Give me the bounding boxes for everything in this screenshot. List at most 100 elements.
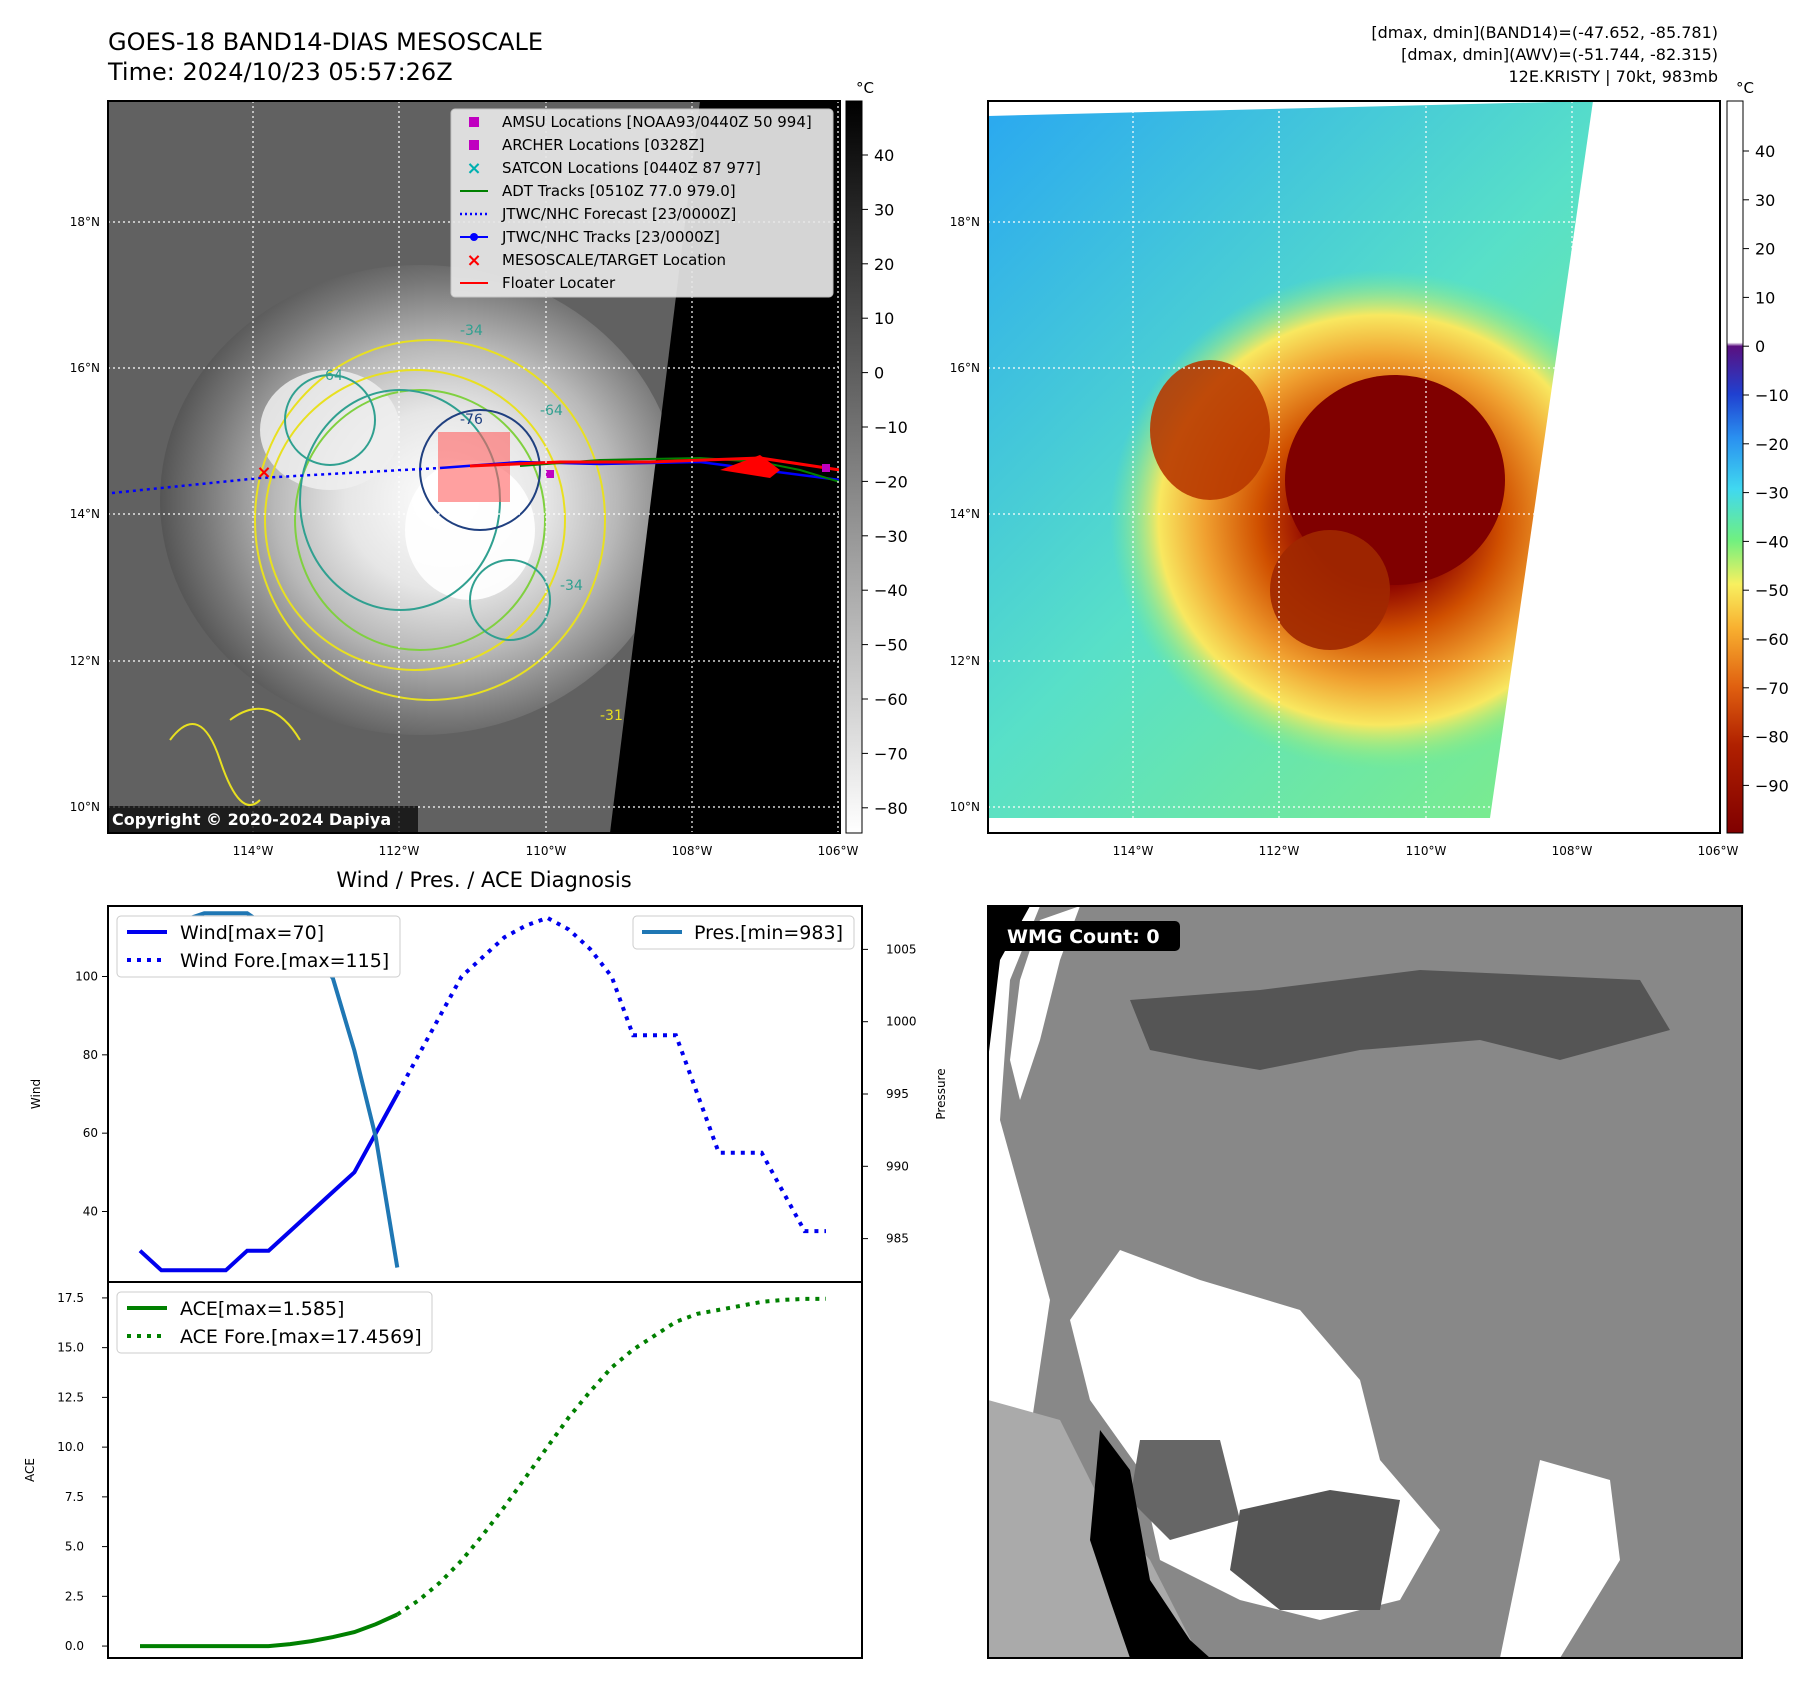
legend-marker-dot bbox=[470, 233, 478, 241]
ace-axis-label: ACE bbox=[23, 1458, 37, 1482]
ace-tick-label: 10.0 bbox=[57, 1440, 84, 1454]
contour-label: -76 bbox=[460, 412, 483, 428]
series-line-1 bbox=[395, 915, 826, 1234]
colorbar-tick-label: −70 bbox=[1755, 679, 1789, 698]
ace-chart: ACE 0.0 2.5 5.0 7.5 10.0 12.5 15.0 17.5 ACE[max… bbox=[23, 1281, 863, 1659]
enhanced-map-panel bbox=[987, 100, 1721, 834]
series-line-0 bbox=[138, 1093, 400, 1273]
colorbar-tick-label: −30 bbox=[1755, 484, 1789, 503]
colorbar-tick-label: −50 bbox=[874, 636, 908, 655]
lat-label: 16°N bbox=[70, 361, 100, 375]
ace-tick-label: 2.5 bbox=[65, 1589, 84, 1603]
lat-label: 14°N bbox=[70, 507, 100, 521]
diagnosis-title: Wind / Pres. / ACE Diagnosis bbox=[336, 868, 631, 892]
lon-label: 106°W bbox=[818, 844, 859, 858]
info-line2: [dmax, dmin](AWV)=(-51.744, -82.315) bbox=[1401, 45, 1718, 64]
lon-label: 110°W bbox=[1406, 844, 1447, 858]
floater-locater-track bbox=[469, 456, 840, 472]
lon-label: 114°W bbox=[1113, 844, 1154, 858]
enhanced-map-lat-labels: 18°N 16°N 14°N 12°N 10°N bbox=[950, 215, 980, 814]
ir-map-lat-labels: 18°N 16°N 14°N 12°N 10°N bbox=[70, 215, 100, 814]
lat-label: 16°N bbox=[950, 361, 980, 375]
ace-legend: ACE[max=1.585] ACE Fore.[max=17.4569] bbox=[116, 1291, 433, 1354]
colorbar-tick-label: −30 bbox=[874, 527, 908, 546]
enhanced-map-lon-labels: 114°W 112°W 110°W 108°W 106°W bbox=[1113, 844, 1739, 858]
colorbar-tick-label: −80 bbox=[1755, 728, 1789, 747]
wind-tick-label: 40 bbox=[83, 1205, 98, 1219]
lat-label: 10°N bbox=[950, 800, 980, 814]
title-line2: Time: 2024/10/23 05:57:26Z bbox=[107, 58, 453, 86]
colorbar-tick-label: −70 bbox=[874, 744, 908, 763]
legend-label-pressure: Pres.[min=983] bbox=[694, 922, 843, 944]
colorbar-tick-label: 40 bbox=[874, 146, 894, 165]
map-legend: AMSU Locations [NOAA93/0440Z 50 994] ARCH… bbox=[450, 108, 834, 298]
legend-label: ARCHER Locations [0328Z] bbox=[502, 136, 705, 154]
ace-tick-label: 15.0 bbox=[57, 1341, 84, 1355]
lon-label: 108°W bbox=[1552, 844, 1593, 858]
title-line1: GOES-18 BAND14-DIAS MESOSCALE bbox=[108, 28, 543, 56]
wind-tick-label: 60 bbox=[83, 1126, 98, 1140]
colorbar-tick-label: −20 bbox=[1755, 435, 1789, 454]
legend-label: AMSU Locations [NOAA93/0440Z 50 994] bbox=[502, 113, 812, 131]
target-x-marker: × bbox=[256, 462, 271, 483]
wind-tick-label: 80 bbox=[83, 1048, 98, 1062]
colorbar-tick-label: −10 bbox=[874, 418, 908, 437]
colorbar-tick-label: 0 bbox=[874, 364, 884, 383]
contour-labels: -76 -64 -64 -34 -31 -34 bbox=[320, 323, 623, 724]
pressure-tick-label: 990 bbox=[886, 1159, 909, 1173]
lat-label: 12°N bbox=[70, 654, 100, 668]
enhanced-colorbar-unit: °C bbox=[1736, 79, 1754, 97]
colorbar-tick-label: −50 bbox=[1755, 581, 1789, 600]
pressure-axis-label: Pressure bbox=[934, 1068, 948, 1119]
colorbar-tick-label: 20 bbox=[1755, 240, 1775, 259]
ace-tick-label: 17.5 bbox=[57, 1291, 84, 1305]
legend-label-wind-forecast: Wind Fore.[max=115] bbox=[180, 950, 389, 972]
lat-label: 12°N bbox=[950, 654, 980, 668]
enhanced-colorbar: °C 40 30 20 10 0 −10 −20 −30 −40 −50 −60 −70 −80 −90 bbox=[1726, 79, 1789, 834]
pressure-legend: Pres.[min=983] bbox=[632, 915, 855, 950]
legend-label-ace: ACE[max=1.585] bbox=[180, 1298, 344, 1320]
lon-label: 112°W bbox=[379, 844, 420, 858]
lon-label: 106°W bbox=[1698, 844, 1739, 858]
enhanced-map-grid bbox=[988, 101, 1720, 833]
lat-label: 10°N bbox=[70, 800, 100, 814]
ace-tick-label: 7.5 bbox=[65, 1490, 84, 1504]
ir-colorbar-unit: °C bbox=[856, 79, 874, 97]
colorbar-tick-label: −90 bbox=[1755, 776, 1789, 795]
jtwc-forecast-track bbox=[111, 466, 441, 495]
archer-marker bbox=[822, 464, 830, 472]
legend-label-ace-forecast: ACE Fore.[max=17.4569] bbox=[180, 1326, 422, 1348]
wind-axis-label: Wind bbox=[29, 1079, 43, 1109]
colorbar-tick-label: −40 bbox=[1755, 532, 1789, 551]
ace-tick-label: 0.0 bbox=[65, 1639, 84, 1653]
lon-label: 114°W bbox=[233, 844, 274, 858]
ir-map-lon-labels: 114°W 112°W 110°W 108°W 106°W bbox=[233, 844, 859, 858]
ir-contours bbox=[169, 339, 606, 806]
contour-label: -34 bbox=[560, 578, 583, 594]
legend-marker bbox=[469, 140, 479, 150]
legend-label: JTWC/NHC Forecast [23/0000Z] bbox=[501, 205, 736, 223]
legend-label: Floater Locater bbox=[502, 274, 616, 292]
wind-legend: Wind[max=70] Wind Fore.[max=115] bbox=[116, 915, 401, 978]
colorbar-tick-label: −60 bbox=[1755, 630, 1789, 649]
colorbar-tick-label: 30 bbox=[874, 200, 894, 219]
wmg-dark-band bbox=[1130, 970, 1670, 1070]
legend-label: ADT Tracks [0510Z 77.0 979.0] bbox=[502, 182, 736, 200]
ir-map-panel: -76 -64 -64 -34 -31 -34 × bbox=[107, 100, 841, 834]
pressure-tick-label: 995 bbox=[886, 1087, 909, 1101]
legend-label-wind: Wind[max=70] bbox=[180, 922, 324, 944]
colorbar-tick-label: −10 bbox=[1755, 386, 1789, 405]
legend-label: MESOSCALE/TARGET Location bbox=[502, 251, 726, 269]
lon-label: 112°W bbox=[1259, 844, 1300, 858]
info-line1: [dmax, dmin](BAND14)=(-47.652, -85.781) bbox=[1371, 23, 1718, 42]
legend-marker bbox=[469, 117, 479, 127]
wind-tick-label: 100 bbox=[75, 970, 98, 984]
contour-label: -31 bbox=[600, 708, 623, 724]
colorbar-tick-label: −80 bbox=[874, 799, 908, 818]
ace-tick-label: 12.5 bbox=[57, 1390, 84, 1404]
colorbar-tick-label: −60 bbox=[874, 690, 908, 709]
pressure-tick-label: 1005 bbox=[886, 942, 917, 956]
ir-colorbar: °C 40 30 20 10 0 −10 −20 −30 −40 −50 −60 −70 −80 bbox=[845, 79, 908, 834]
lat-label: 14°N bbox=[950, 507, 980, 521]
